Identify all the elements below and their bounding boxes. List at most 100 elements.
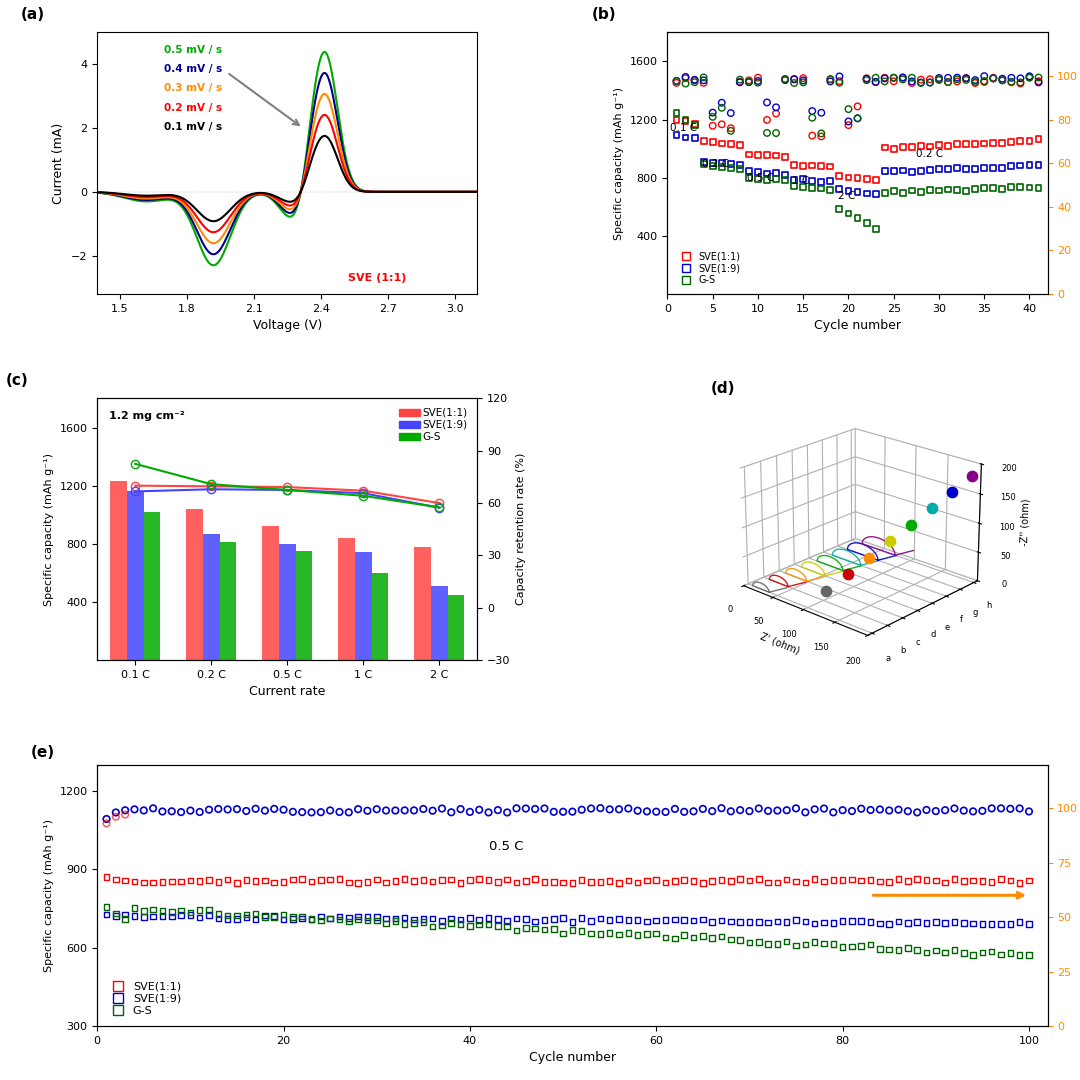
Point <box>993 946 1010 963</box>
Point <box>554 804 571 821</box>
Point <box>499 872 516 889</box>
Point <box>758 124 775 141</box>
Point <box>815 935 833 953</box>
Point <box>795 178 812 195</box>
Point <box>940 181 957 199</box>
Point <box>795 158 812 175</box>
Point <box>677 68 694 85</box>
Point <box>592 926 609 943</box>
Point <box>201 801 218 819</box>
Point <box>894 138 912 156</box>
Point <box>713 116 730 133</box>
Point <box>713 928 730 945</box>
Point <box>946 942 963 959</box>
Point <box>867 73 885 91</box>
Point <box>903 72 920 90</box>
Point <box>1011 800 1028 818</box>
Point <box>804 109 821 126</box>
Point <box>312 804 329 821</box>
Point <box>210 905 227 922</box>
Point <box>894 69 912 86</box>
Point <box>1021 133 1038 150</box>
Point <box>815 800 833 818</box>
Point <box>686 73 703 91</box>
Point <box>750 147 767 164</box>
Point <box>858 171 875 188</box>
Point <box>975 179 993 197</box>
Point <box>787 873 805 890</box>
Point <box>812 125 829 143</box>
Point <box>686 71 703 89</box>
Point <box>804 157 821 174</box>
Point <box>686 130 703 147</box>
Point <box>610 926 627 943</box>
Point <box>759 802 777 820</box>
Point <box>921 70 939 87</box>
Point <box>806 933 823 950</box>
Point <box>368 800 386 818</box>
Point <box>424 802 442 820</box>
Point <box>723 913 740 930</box>
Point <box>983 800 1000 818</box>
Point <box>638 926 656 943</box>
Point <box>751 870 768 888</box>
Point <box>723 135 740 152</box>
Point <box>582 800 599 818</box>
Point <box>284 910 301 928</box>
Point <box>238 872 255 889</box>
Point <box>340 909 357 927</box>
Point <box>985 69 1002 86</box>
Point <box>1001 872 1018 889</box>
Point <box>723 105 740 122</box>
Point <box>694 874 712 891</box>
Point <box>750 164 767 181</box>
Point <box>867 172 885 189</box>
Point <box>451 915 469 932</box>
Point <box>685 873 702 890</box>
Point <box>958 183 975 200</box>
Point <box>424 909 442 927</box>
Point <box>471 916 488 933</box>
Point <box>849 110 866 127</box>
Point <box>936 874 954 891</box>
Point <box>1012 178 1029 195</box>
Point <box>723 931 740 948</box>
Point <box>676 927 693 944</box>
Point <box>849 110 866 127</box>
Text: (a): (a) <box>22 8 45 23</box>
Point <box>107 907 124 924</box>
Point <box>685 929 702 946</box>
Point <box>526 800 543 818</box>
Point <box>284 870 301 888</box>
Point <box>667 72 685 90</box>
Point <box>508 909 525 927</box>
Point <box>210 874 227 891</box>
Point <box>1021 69 1038 86</box>
Point <box>777 172 794 189</box>
Point <box>921 73 939 91</box>
Point <box>526 913 543 930</box>
Point <box>451 874 469 891</box>
Point <box>1001 945 1018 962</box>
Point <box>927 802 944 820</box>
Text: 0.2 mV / s: 0.2 mV / s <box>164 103 222 112</box>
Point <box>247 800 265 818</box>
Point <box>840 183 858 200</box>
Point <box>876 163 893 180</box>
Point <box>918 944 935 961</box>
Point <box>480 909 497 927</box>
Point <box>312 872 329 889</box>
Point <box>918 872 935 889</box>
Point <box>825 804 842 821</box>
Point <box>918 801 935 819</box>
Point <box>480 804 497 821</box>
Point <box>480 916 497 933</box>
Point <box>145 874 162 891</box>
Bar <box>144 512 160 660</box>
Point <box>840 112 858 130</box>
Point <box>948 181 966 199</box>
Point <box>985 134 1002 151</box>
Point <box>768 164 785 181</box>
Point <box>795 171 812 188</box>
Point <box>340 804 357 821</box>
